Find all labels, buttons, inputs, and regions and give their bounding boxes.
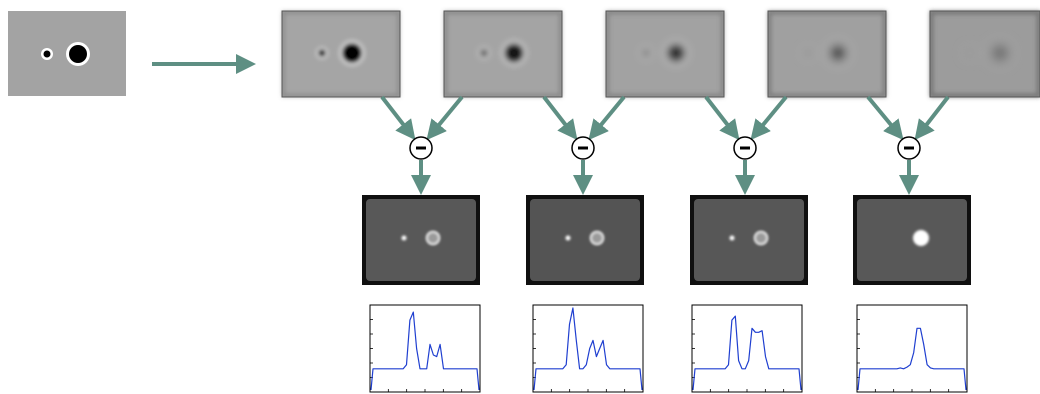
blur-level-vignette (444, 11, 562, 97)
arrows-layer (152, 54, 950, 195)
profiles-layer (369, 304, 968, 393)
input-image (8, 11, 126, 96)
profile-curve (533, 307, 643, 391)
small-bright-spot (401, 235, 407, 241)
small-blurred-dot (966, 49, 974, 57)
large-dot-core (69, 45, 87, 63)
large-bright-ring (754, 231, 768, 245)
large-blurred-dot (828, 43, 848, 63)
subtract-operator (897, 136, 921, 160)
merged-blob (913, 230, 929, 246)
blur-level-vignette (929, 10, 1040, 98)
converge-arrow-left (542, 95, 578, 141)
converge-arrow-left (704, 95, 740, 141)
large-ring-outer (590, 231, 604, 245)
minus-icon (416, 146, 426, 150)
blur-level-image (443, 10, 563, 98)
large-ring-outer (426, 231, 440, 245)
blur-level-image (929, 10, 1040, 98)
intensity-profile-plot (532, 304, 644, 393)
blur-level-dots (478, 40, 527, 66)
profile-axes (691, 304, 803, 393)
blur-level-border (605, 10, 725, 98)
converge-arrow-right (426, 95, 464, 141)
subtract-operator (409, 136, 433, 160)
large-blurred-dot (342, 43, 362, 63)
large-blurred-dot (990, 43, 1010, 63)
difference-image (690, 195, 808, 285)
large-bright-ring (590, 231, 604, 245)
blur-level-border (281, 10, 401, 98)
difference-image (853, 195, 971, 285)
large-blurred-dot (504, 43, 524, 63)
blur-level-dots (640, 40, 689, 66)
profile-axes (532, 304, 644, 393)
blur-level-image (605, 10, 725, 98)
small-blurred-dot (480, 49, 488, 57)
minus-icon (578, 146, 588, 150)
large-ring-outer (754, 231, 768, 245)
blur-level-dots (316, 40, 365, 66)
blur-level-vignette (767, 10, 887, 98)
small-blurred-dot (804, 49, 812, 57)
small-dot-core (43, 50, 51, 58)
small-blurred-dot (318, 49, 326, 57)
operators-layer (409, 136, 921, 160)
images-layer (8, 10, 1040, 285)
difference-image-background (694, 199, 804, 281)
difference-image-background (530, 199, 640, 281)
small-blurred-dot (642, 49, 650, 57)
blur-level-border (929, 10, 1040, 98)
blur-level-vignette (282, 11, 400, 97)
blur-level-dots (964, 40, 1013, 66)
subtract-operator (733, 136, 757, 160)
blur-level-background (930, 11, 1040, 97)
difference-image-background (366, 199, 476, 281)
small-bright-spot (565, 235, 571, 241)
blur-level-image (281, 10, 401, 98)
converge-arrow-right (750, 95, 788, 141)
large-bright-ring (426, 231, 440, 245)
converge-arrow-right (588, 95, 626, 141)
intensity-profile-plot (691, 304, 803, 393)
minus-icon (740, 146, 750, 150)
converge-arrow-left (866, 95, 904, 141)
profile-axes (369, 304, 481, 393)
converge-arrow-right (914, 95, 950, 141)
profile-curve (857, 327, 967, 391)
blur-level-border (767, 10, 887, 98)
difference-image-background (857, 199, 967, 281)
intensity-profile-plot (856, 304, 968, 393)
converge-arrow-left (380, 95, 416, 141)
subtract-operator (571, 136, 595, 160)
large-blurred-dot (666, 43, 686, 63)
profile-axes (856, 304, 968, 393)
blur-level-image (767, 10, 887, 98)
blur-level-vignette (606, 11, 724, 97)
profile-curve (370, 311, 480, 391)
difference-image (526, 195, 644, 285)
small-bright-spot (729, 235, 735, 241)
difference-image (362, 195, 480, 285)
intensity-profile-plot (369, 304, 481, 393)
profile-curve (692, 315, 802, 391)
blur-level-border (443, 10, 563, 98)
blur-level-dots (802, 40, 851, 66)
minus-icon (904, 146, 914, 150)
